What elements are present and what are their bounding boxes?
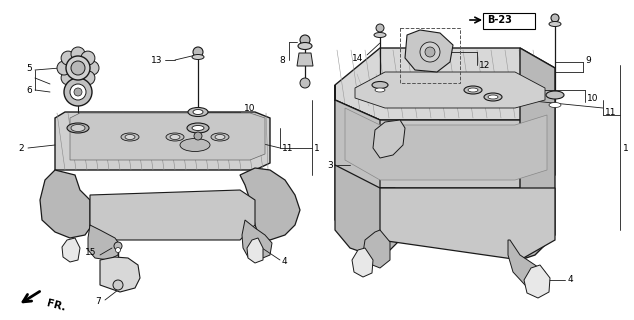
Circle shape [71, 47, 85, 61]
Circle shape [420, 42, 440, 62]
Ellipse shape [121, 133, 139, 141]
Text: 5: 5 [26, 63, 32, 73]
Circle shape [66, 56, 90, 80]
Ellipse shape [187, 123, 209, 133]
Text: 7: 7 [95, 298, 101, 307]
Polygon shape [55, 112, 270, 170]
Text: 12: 12 [479, 60, 490, 69]
Polygon shape [524, 265, 550, 298]
Circle shape [193, 47, 203, 57]
Circle shape [85, 61, 99, 75]
Polygon shape [335, 48, 555, 120]
Circle shape [74, 88, 82, 96]
Ellipse shape [374, 33, 386, 37]
Text: 3: 3 [327, 161, 333, 170]
Polygon shape [247, 238, 263, 263]
Circle shape [61, 71, 75, 85]
Polygon shape [345, 108, 547, 180]
Circle shape [70, 84, 86, 100]
Text: 1: 1 [314, 143, 320, 153]
Ellipse shape [549, 21, 561, 27]
Circle shape [551, 14, 559, 22]
Ellipse shape [464, 86, 482, 94]
Ellipse shape [215, 134, 225, 140]
Ellipse shape [211, 133, 229, 141]
Bar [400, 28, 460, 83]
Text: 6: 6 [26, 85, 32, 94]
Polygon shape [352, 248, 373, 277]
Polygon shape [405, 30, 453, 72]
Polygon shape [100, 257, 140, 292]
Text: 13: 13 [150, 55, 162, 65]
Ellipse shape [192, 54, 204, 60]
Ellipse shape [372, 82, 388, 89]
Circle shape [57, 61, 71, 75]
Circle shape [71, 61, 85, 75]
Polygon shape [40, 170, 90, 238]
Ellipse shape [180, 139, 210, 151]
Ellipse shape [192, 125, 204, 131]
Polygon shape [363, 230, 390, 268]
Polygon shape [242, 220, 272, 260]
Text: FR.: FR. [45, 299, 67, 313]
Text: 1: 1 [623, 143, 629, 153]
Text: 9: 9 [585, 55, 591, 65]
Circle shape [115, 247, 120, 252]
Circle shape [113, 280, 123, 290]
Ellipse shape [125, 134, 135, 140]
Circle shape [425, 47, 435, 57]
Circle shape [114, 242, 122, 250]
Ellipse shape [484, 93, 502, 101]
Polygon shape [70, 113, 265, 160]
Polygon shape [508, 240, 547, 288]
Text: 8: 8 [279, 55, 285, 65]
Circle shape [81, 51, 95, 65]
Ellipse shape [188, 108, 208, 116]
Circle shape [300, 35, 310, 45]
Bar [483, 13, 535, 29]
Polygon shape [90, 190, 255, 240]
Polygon shape [240, 168, 300, 240]
Text: B-23: B-23 [487, 15, 512, 25]
Polygon shape [520, 48, 555, 260]
Polygon shape [297, 53, 313, 66]
Text: 10: 10 [244, 103, 256, 113]
Text: H: H [192, 140, 198, 149]
Text: 15: 15 [84, 247, 96, 257]
Text: 2: 2 [18, 143, 24, 153]
Circle shape [61, 51, 75, 65]
Circle shape [194, 132, 202, 140]
Ellipse shape [298, 43, 312, 50]
Polygon shape [355, 72, 545, 108]
Ellipse shape [166, 133, 184, 141]
Ellipse shape [549, 102, 561, 108]
Polygon shape [335, 85, 395, 240]
Text: 11: 11 [605, 108, 616, 116]
Ellipse shape [67, 123, 89, 133]
Circle shape [81, 71, 95, 85]
Ellipse shape [546, 91, 564, 99]
Circle shape [64, 78, 92, 106]
Polygon shape [373, 120, 405, 158]
Text: 10: 10 [587, 93, 598, 102]
Ellipse shape [488, 95, 498, 99]
Polygon shape [62, 238, 80, 262]
Ellipse shape [193, 109, 203, 115]
Ellipse shape [375, 88, 385, 92]
Text: 14: 14 [352, 53, 363, 62]
Text: 4: 4 [282, 258, 288, 267]
Polygon shape [335, 100, 555, 188]
Ellipse shape [71, 124, 85, 132]
Ellipse shape [468, 88, 478, 92]
Circle shape [376, 24, 384, 32]
Text: 11: 11 [282, 143, 294, 153]
Polygon shape [380, 188, 555, 260]
Polygon shape [335, 165, 405, 255]
Ellipse shape [170, 134, 180, 140]
Circle shape [71, 75, 85, 89]
Polygon shape [88, 225, 120, 260]
Circle shape [300, 78, 310, 88]
Text: 4: 4 [568, 276, 574, 284]
